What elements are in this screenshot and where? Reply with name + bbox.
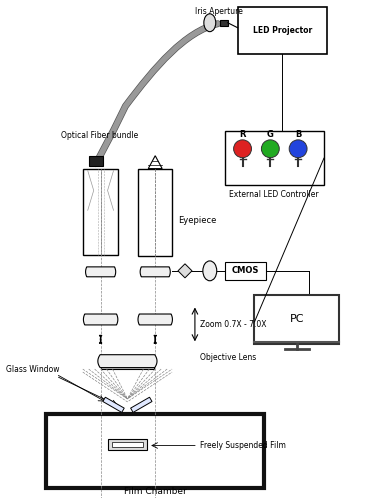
Ellipse shape bbox=[204, 14, 216, 32]
Polygon shape bbox=[148, 156, 162, 168]
Bar bbox=[178, 264, 192, 278]
Bar bbox=[138, 168, 172, 256]
Bar bbox=[112, 442, 143, 448]
Text: Objective Lens: Objective Lens bbox=[200, 352, 256, 362]
Text: G: G bbox=[267, 130, 274, 140]
Text: PC: PC bbox=[290, 314, 304, 324]
Text: Optical Fiber bundle: Optical Fiber bundle bbox=[61, 132, 138, 140]
Polygon shape bbox=[138, 314, 172, 325]
Text: Eyepiece: Eyepiece bbox=[178, 216, 217, 224]
Text: B: B bbox=[295, 130, 301, 140]
Polygon shape bbox=[99, 336, 102, 344]
Polygon shape bbox=[83, 314, 118, 325]
Bar bbox=[108, 438, 147, 450]
Text: Film Chamber: Film Chamber bbox=[124, 487, 186, 496]
Ellipse shape bbox=[203, 261, 217, 281]
Polygon shape bbox=[86, 267, 116, 277]
Text: CMOS: CMOS bbox=[232, 266, 259, 276]
Circle shape bbox=[261, 140, 279, 158]
Text: External LED Controller: External LED Controller bbox=[229, 190, 319, 200]
Bar bbox=[101, 363, 154, 369]
Text: Iris Aperture: Iris Aperture bbox=[195, 8, 243, 16]
Text: Freely Suspended Film: Freely Suspended Film bbox=[200, 441, 286, 450]
Bar bbox=[83, 168, 119, 255]
Bar bbox=[254, 294, 339, 344]
Bar bbox=[220, 20, 228, 26]
Polygon shape bbox=[154, 336, 156, 344]
Bar bbox=[46, 414, 264, 488]
Bar bbox=[89, 156, 103, 166]
Text: R: R bbox=[239, 130, 246, 140]
Bar bbox=[225, 262, 266, 280]
Text: LED Projector: LED Projector bbox=[252, 26, 312, 35]
Text: Glass Window: Glass Window bbox=[6, 364, 60, 374]
Bar bbox=[237, 7, 327, 54]
Polygon shape bbox=[140, 267, 170, 277]
Bar bbox=[131, 397, 152, 412]
Circle shape bbox=[234, 140, 251, 158]
Bar bbox=[225, 131, 324, 186]
Polygon shape bbox=[98, 354, 157, 368]
Circle shape bbox=[289, 140, 307, 158]
Text: Zoom 0.7X - 7.0X: Zoom 0.7X - 7.0X bbox=[200, 320, 266, 329]
Bar bbox=[103, 397, 124, 412]
